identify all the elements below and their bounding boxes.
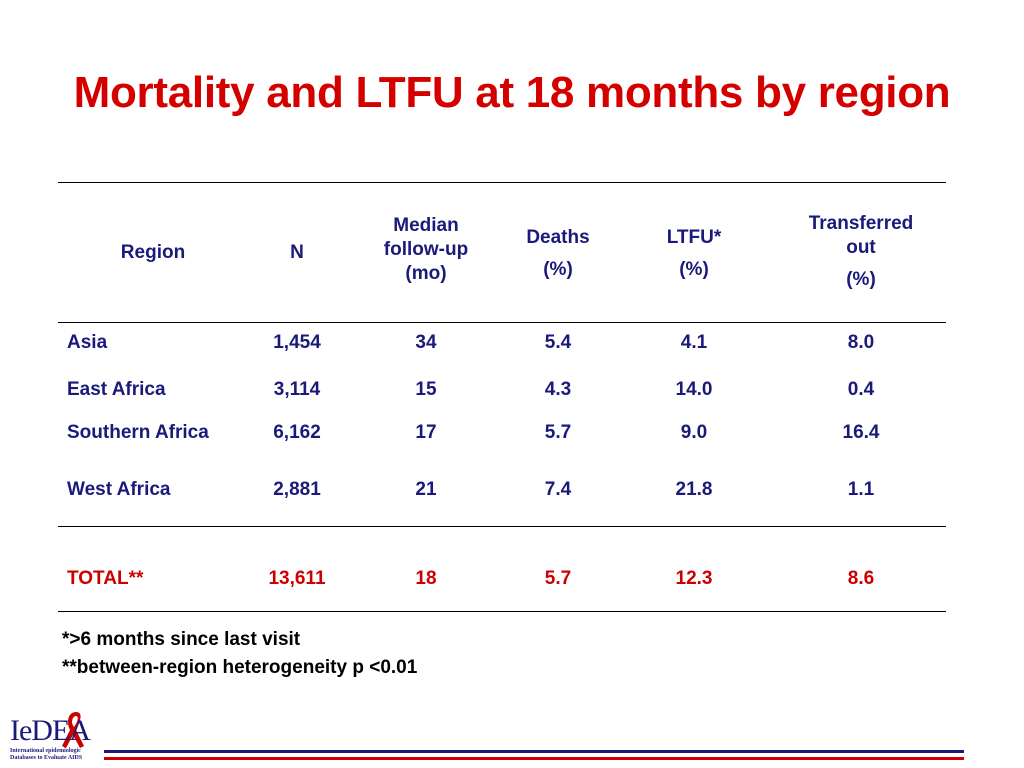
row-ltfu: 9.0 [680, 422, 708, 443]
row-n: 1,454 [273, 332, 321, 353]
row-region: West Africa [67, 479, 171, 500]
footnote-ltfu: *>6 months since last visit [62, 629, 301, 650]
row-followup: 34 [415, 332, 437, 353]
footer-rule-dark [104, 750, 964, 753]
logo-tagline: International epidemiologic Databases to… [10, 748, 83, 761]
total-followup: 18 [415, 568, 437, 589]
row-transferred: 8.0 [847, 332, 875, 353]
header-deaths: Deaths (%) [526, 227, 590, 280]
table-top-rule [58, 182, 946, 183]
row-followup: 21 [415, 479, 437, 500]
header-ltfu: LTFU* (%) [666, 227, 722, 280]
row-transferred: 0.4 [847, 379, 875, 400]
row-deaths: 5.7 [544, 422, 572, 443]
row-deaths: 5.4 [544, 332, 572, 353]
logo-wordmark: IeDEA [10, 714, 91, 747]
row-transferred: 16.4 [842, 422, 880, 443]
table-bottom-rule [58, 611, 946, 612]
row-ltfu: 4.1 [680, 332, 708, 353]
row-region: Southern Africa [67, 422, 209, 443]
header-n: N [290, 242, 304, 263]
footnote-heterogeneity: **between-region heterogeneity p <0.01 [62, 657, 418, 678]
total-transferred: 8.6 [847, 568, 875, 589]
row-deaths: 7.4 [544, 479, 572, 500]
total-label: TOTAL** [67, 568, 144, 589]
row-n: 6,162 [273, 422, 321, 443]
iedea-logo: IeDEA International epidemiologic Databa… [8, 708, 100, 763]
header-transferred: Transferred out (%) [808, 213, 914, 290]
row-region: Asia [67, 332, 108, 353]
row-ltfu: 21.8 [675, 479, 713, 500]
footer-rule-red [104, 757, 964, 760]
table-header-rule [58, 322, 946, 323]
row-deaths: 4.3 [544, 379, 572, 400]
total-n: 13,611 [268, 568, 326, 589]
row-followup: 17 [415, 422, 437, 443]
row-n: 3,114 [273, 379, 321, 400]
row-region: East Africa [67, 379, 166, 400]
row-transferred: 1.1 [847, 479, 875, 500]
row-followup: 15 [415, 379, 437, 400]
iedea-logo-graphic [62, 712, 84, 748]
header-region: Region [120, 242, 186, 263]
total-ltfu: 12.3 [675, 568, 713, 589]
slide-title: Mortality and LTFU at 18 months by regio… [73, 68, 951, 117]
header-followup: Median follow-up (mo) [383, 215, 469, 284]
row-n: 2,881 [273, 479, 321, 500]
total-deaths: 5.7 [544, 568, 572, 589]
table-total-rule [58, 526, 946, 527]
row-ltfu: 14.0 [675, 379, 713, 400]
